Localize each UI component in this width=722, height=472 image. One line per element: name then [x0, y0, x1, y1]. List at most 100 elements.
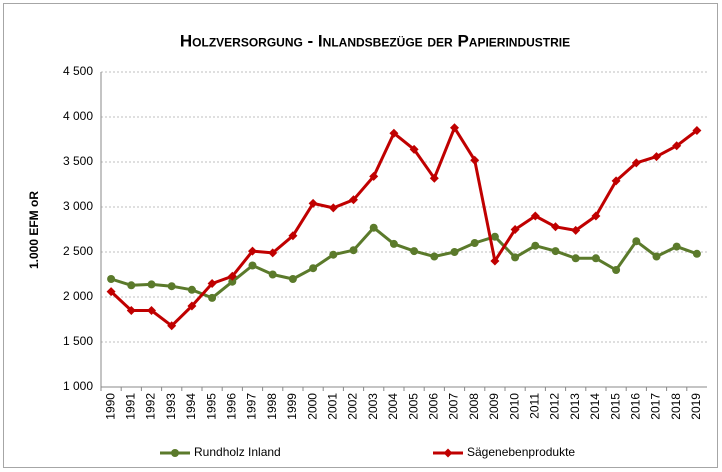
x-tick-label: 1997 [245, 393, 259, 420]
data-point [349, 246, 358, 255]
x-tick-label: 2018 [669, 393, 683, 420]
y-tick-label: 4 500 [63, 64, 93, 78]
x-tick-label: 2007 [447, 393, 461, 420]
data-point [692, 249, 701, 258]
data-point [470, 155, 480, 165]
data-point [167, 321, 177, 331]
x-tick-label: 2009 [487, 393, 501, 420]
data-point [187, 285, 196, 294]
data-point [490, 256, 500, 266]
data-point [551, 247, 560, 256]
data-point [309, 264, 318, 273]
data-point [443, 448, 453, 458]
data-point [187, 301, 197, 311]
x-tick-label: 1992 [144, 393, 158, 420]
data-point [510, 225, 520, 234]
x-tick-label: 1991 [123, 393, 137, 420]
legend-label: Rundholz Inland [194, 445, 281, 459]
data-point [551, 222, 560, 232]
data-point [127, 281, 136, 290]
data-point [167, 282, 176, 291]
y-axis-label: 1.000 EFM oR [27, 191, 41, 269]
data-point [612, 266, 621, 274]
data-point [228, 277, 237, 286]
x-tick-label: 2003 [366, 393, 380, 420]
x-tick-label: 2008 [467, 393, 481, 420]
x-tick-label: 2019 [689, 393, 703, 420]
data-point [288, 231, 298, 241]
data-point [369, 171, 379, 181]
data-point [126, 306, 136, 315]
x-tick-label: 2012 [548, 393, 562, 420]
x-tick-label: 1994 [184, 393, 198, 420]
data-point [571, 254, 580, 263]
x-tick-label: 1995 [204, 393, 218, 420]
y-tick-label: 4 000 [63, 109, 93, 123]
x-tick-label: 2005 [406, 393, 420, 420]
data-point [652, 152, 661, 162]
data-point [430, 252, 439, 261]
data-point [107, 275, 116, 283]
data-point [349, 195, 358, 205]
data-point [328, 203, 338, 213]
data-point [409, 144, 419, 154]
x-tick-label: 1999 [285, 393, 299, 420]
data-point [450, 123, 459, 133]
data-point [171, 449, 179, 457]
data-point [389, 128, 399, 138]
data-point [369, 223, 378, 232]
data-point [490, 232, 499, 241]
data-point [389, 239, 398, 248]
data-point [329, 250, 338, 259]
x-tick-label: 2016 [628, 393, 642, 420]
data-point [450, 248, 459, 256]
y-tick-label: 3 500 [63, 154, 93, 168]
data-point [511, 253, 520, 262]
data-point [147, 280, 156, 289]
y-tick-label: 2 500 [63, 244, 93, 258]
data-point [591, 211, 601, 221]
data-point [268, 248, 278, 258]
data-point [591, 254, 600, 263]
data-point [227, 271, 237, 281]
y-tick-label: 3 000 [63, 199, 93, 213]
x-tick-label: 1993 [164, 393, 178, 420]
data-point [672, 141, 682, 151]
x-tick-label: 2014 [588, 393, 602, 420]
data-point [308, 198, 318, 208]
data-point [611, 176, 621, 186]
data-point [672, 242, 681, 251]
x-tick-label: 2004 [386, 393, 400, 420]
data-point [268, 270, 277, 279]
x-tick-label: 1998 [265, 393, 279, 420]
x-tick-label: 1990 [103, 393, 117, 420]
x-tick-label: 2001 [325, 393, 339, 420]
data-point [288, 275, 297, 283]
y-tick-label: 1 500 [63, 334, 93, 348]
data-point [571, 225, 581, 235]
data-point [248, 261, 257, 270]
data-point [207, 279, 217, 288]
data-point [248, 246, 257, 256]
chart-title: Holzversorgung - Inlandsbezüge der Papie… [180, 31, 570, 50]
x-tick-label: 1996 [224, 393, 238, 420]
data-point [106, 287, 116, 297]
data-point [530, 211, 540, 221]
data-point [692, 126, 702, 135]
data-point [531, 241, 540, 250]
data-point [410, 247, 419, 256]
data-point [652, 252, 661, 261]
x-tick-label: 2017 [649, 393, 663, 420]
y-tick-label: 2 000 [63, 289, 93, 303]
data-point [208, 293, 217, 302]
data-point [429, 173, 439, 183]
data-point [147, 306, 156, 315]
data-point [631, 158, 641, 168]
data-point [632, 237, 641, 246]
x-tick-label: 2000 [305, 393, 319, 420]
legend-label: Sägenebenprodukte [467, 445, 575, 459]
data-point [470, 239, 479, 247]
chart-frame [3, 3, 718, 468]
x-tick-label: 2010 [507, 393, 521, 420]
